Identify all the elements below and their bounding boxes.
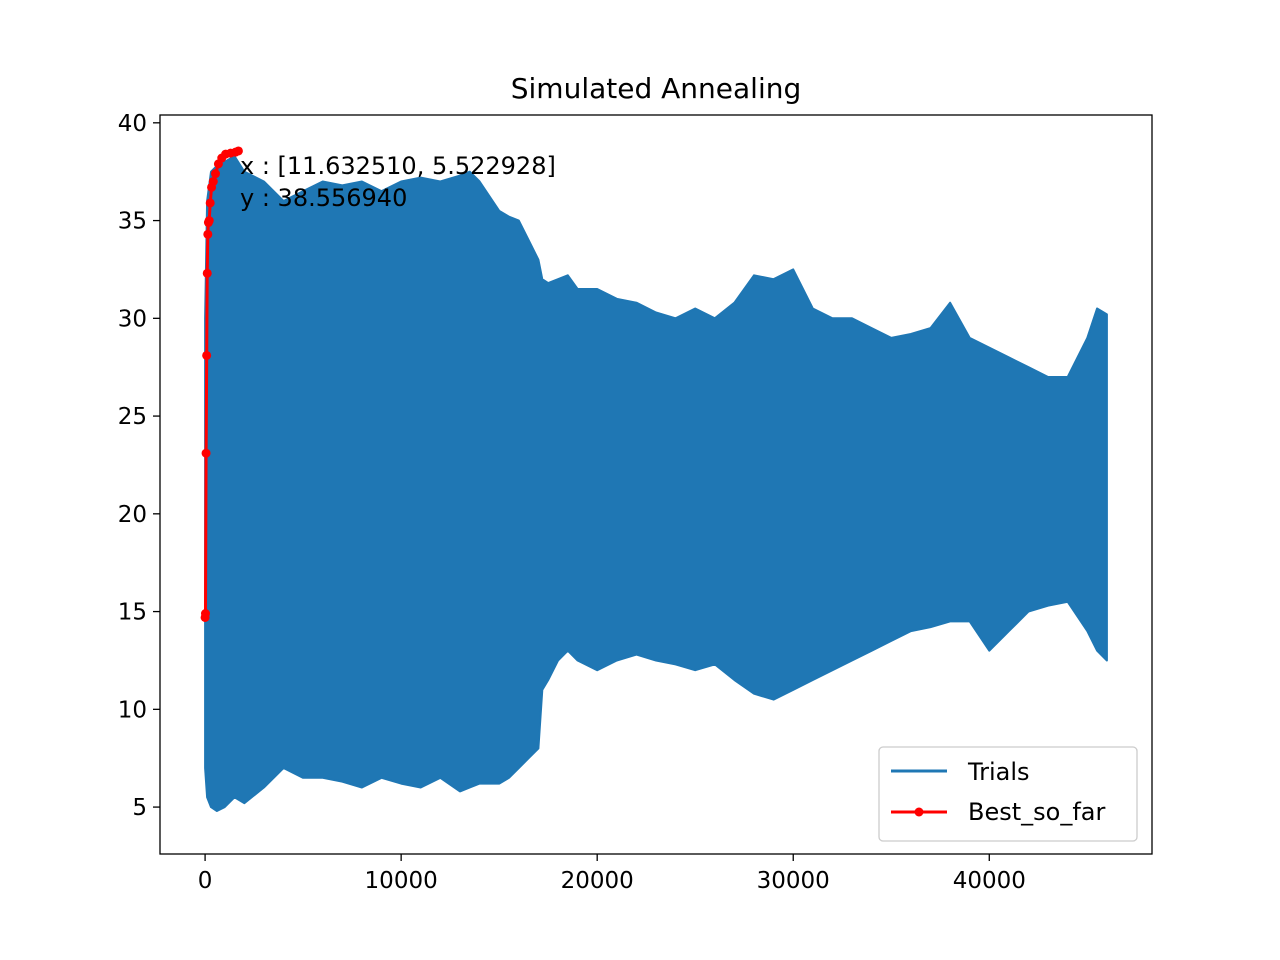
- y-tick-label: 25: [118, 404, 147, 430]
- best-so-far-series: [200, 146, 243, 622]
- best-annotation: x : [11.632510, 5.522928] y : 38.556940: [240, 152, 556, 212]
- legend: Trials Best_so_far: [878, 746, 1138, 842]
- legend-label-trials: Trials: [967, 758, 1030, 786]
- best-so-far-point: [233, 146, 243, 156]
- trials-series: [204, 155, 1108, 812]
- best-so-far-point: [204, 216, 214, 226]
- legend-label-best-so-far: Best_so_far: [968, 798, 1105, 826]
- y-tick-label: 30: [118, 306, 147, 332]
- best-so-far-point: [210, 169, 220, 179]
- y-tick-label: 15: [118, 600, 147, 626]
- legend-marker-best-so-far: [914, 807, 924, 817]
- x-axis: 0 10000 20000 30000 40000: [198, 854, 1026, 894]
- y-tick-label: 40: [118, 111, 147, 137]
- best-so-far-point: [202, 268, 212, 278]
- best-so-far-point: [202, 350, 212, 360]
- plot-frame: [159, 114, 1153, 855]
- y-tick-label: 20: [118, 502, 147, 528]
- x-tick-label: 30000: [757, 868, 830, 894]
- x-tick-label: 10000: [365, 868, 438, 894]
- y-axis: 5 10 15 20 25 30 35 40: [118, 111, 160, 821]
- x-tick-label: 0: [198, 868, 213, 894]
- chart-title: Simulated Annealing: [511, 72, 802, 105]
- x-tick-label: 20000: [561, 868, 634, 894]
- best-so-far-point: [208, 176, 218, 186]
- best-so-far-point: [200, 609, 210, 619]
- best-so-far-point: [203, 229, 213, 239]
- annotation-line-x: x : [11.632510, 5.522928]: [240, 152, 556, 180]
- y-tick-label: 10: [118, 697, 147, 723]
- y-tick-label: 35: [118, 209, 147, 235]
- annotation-line-y: y : 38.556940: [240, 184, 407, 212]
- y-tick-label: 5: [132, 795, 147, 821]
- trials-band: [204, 155, 1108, 812]
- best-so-far-point: [205, 198, 215, 208]
- best-so-far-point: [201, 448, 211, 458]
- x-tick-label: 40000: [953, 868, 1026, 894]
